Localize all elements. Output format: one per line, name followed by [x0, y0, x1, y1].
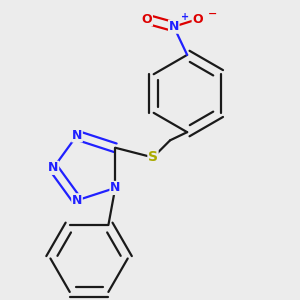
Text: S: S: [148, 150, 158, 164]
Text: O: O: [192, 13, 203, 26]
Text: +: +: [181, 12, 189, 22]
Text: N: N: [72, 194, 82, 207]
Text: −: −: [208, 9, 218, 19]
Text: O: O: [142, 13, 152, 26]
Text: N: N: [110, 182, 120, 194]
Text: N: N: [169, 20, 179, 33]
Text: N: N: [72, 129, 82, 142]
Text: N: N: [48, 161, 59, 174]
